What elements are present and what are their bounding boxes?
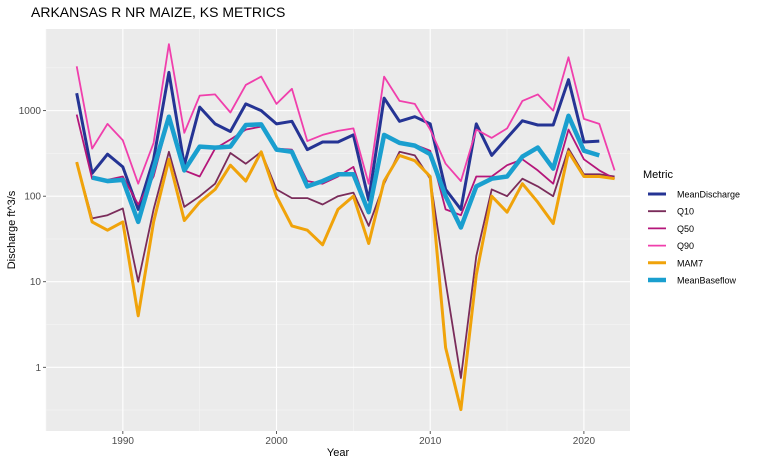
x-axis-title: Year <box>327 447 350 459</box>
series-line-mam7 <box>75 150 615 412</box>
grid-major <box>46 29 630 431</box>
legend-label-mam7: MAM7 <box>677 258 703 268</box>
y-axis-title: Discharge ft^3/s <box>6 190 18 269</box>
x-tick-label: 1990 <box>112 436 135 447</box>
legend-label-meanbaseflow: MeanBaseflow <box>677 276 737 286</box>
series-line-meandischarge <box>75 70 600 211</box>
y-tick-label: 100 <box>24 192 41 203</box>
legend-title: Metric <box>643 169 673 181</box>
legend-label-meandischarge: MeanDischarge <box>677 190 740 200</box>
series-lines <box>75 43 616 412</box>
y-tick-label: 1 <box>35 363 41 374</box>
series-line-q10 <box>75 147 615 379</box>
y-axis: 1 10 100 1000 <box>19 106 46 374</box>
y-tick-label: 1000 <box>19 106 42 117</box>
plot-panel <box>46 29 630 431</box>
legend-label-q10: Q10 <box>677 207 694 217</box>
series-line-meanbaseflow <box>91 113 600 230</box>
x-tick-label: 2000 <box>265 436 288 447</box>
x-tick-label: 2020 <box>573 436 596 447</box>
legend-label-q50: Q50 <box>677 224 694 234</box>
series-line-q90 <box>75 43 616 185</box>
legend-label-q90: Q90 <box>677 241 694 251</box>
x-tick-label: 2010 <box>419 436 442 447</box>
y-tick-label: 10 <box>30 277 42 288</box>
chart-title: ARKANSAS R NR MAIZE, KS METRICS <box>31 4 285 20</box>
x-axis: 1990 2000 2010 2020 <box>112 431 596 447</box>
legend: Metric MeanDischarge Q10 Q50 Q90 MAM7 MeanBas… <box>643 169 740 286</box>
